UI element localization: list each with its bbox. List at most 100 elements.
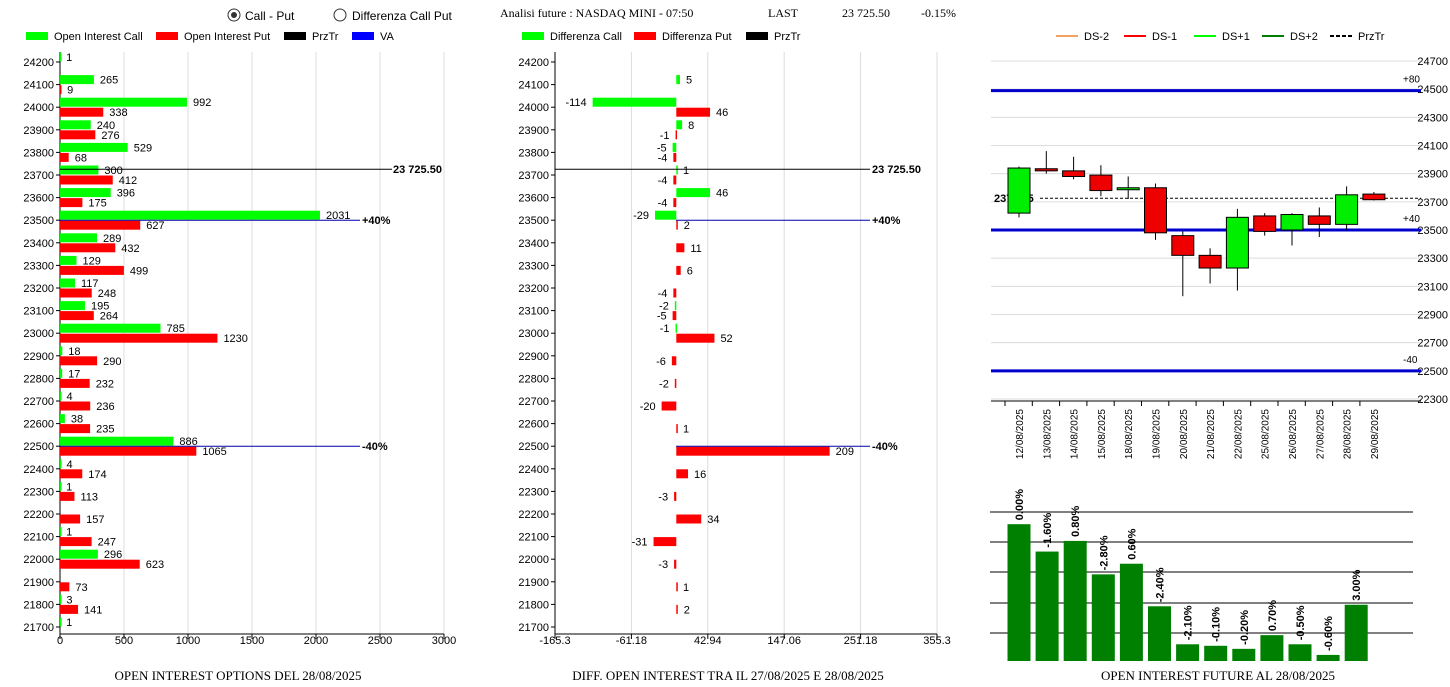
y-tick-label: 23500: [518, 215, 549, 227]
bar: [60, 469, 83, 479]
y-tick-label: 21900: [23, 577, 54, 589]
y-tick-label: 22500: [518, 441, 549, 453]
bar: [673, 198, 677, 208]
bar: [60, 323, 161, 333]
bar: [60, 142, 128, 152]
data-label: 412: [119, 175, 137, 187]
va-label: +40%: [872, 215, 901, 227]
y-tick-label: 23500: [1417, 225, 1448, 237]
footer-2: DIFF. OPEN INTEREST TRA IL 27/08/2025 E …: [572, 668, 883, 683]
bar: [60, 559, 140, 569]
data-label: 300: [104, 165, 122, 177]
x-tick-label: 3000: [432, 635, 456, 647]
data-label: -29: [633, 210, 649, 222]
bar: [60, 188, 111, 198]
data-label: -114: [565, 97, 586, 109]
y-tick-label: 23800: [23, 147, 54, 159]
y-tick-label: 22700: [1417, 338, 1448, 350]
data-label: 338: [109, 107, 127, 119]
bar: [676, 582, 678, 592]
y-tick-label: 24100: [518, 80, 549, 92]
y-tick-label: 23400: [23, 238, 54, 250]
legend-label: Open Interest Put: [184, 31, 270, 43]
y-tick-label: 22200: [23, 509, 54, 521]
przTr-label: 23 725.50: [393, 164, 442, 176]
data-label: 8: [688, 120, 694, 132]
data-label: 1065: [202, 446, 226, 458]
data-label: 46: [716, 188, 728, 200]
legend-label: PrzTr: [1358, 31, 1385, 43]
footer-3: OPEN INTEREST FUTURE AL 28/08/2025: [1101, 668, 1335, 683]
y-tick-label: 23000: [518, 328, 549, 340]
bar: [60, 527, 62, 537]
y-tick-label: 21700: [518, 622, 549, 634]
data-label: -0.10%: [1211, 607, 1223, 642]
data-label: -4: [658, 175, 668, 187]
bar: [60, 311, 94, 321]
bar: [1232, 648, 1256, 661]
data-label: -4: [658, 198, 668, 210]
y-tick-label: 22300: [23, 486, 54, 498]
radio-differenza[interactable]: [333, 8, 347, 22]
bar: [60, 288, 92, 298]
bar: [60, 85, 62, 95]
bar: [676, 243, 685, 253]
legend-label: Open Interest Call: [54, 31, 143, 43]
data-label: 0.70%: [1267, 600, 1279, 631]
data-label: -4: [658, 152, 668, 164]
y-tick-label: 23600: [23, 193, 54, 205]
data-label: 1: [683, 424, 689, 436]
data-label: 627: [146, 220, 164, 232]
bar: [60, 130, 96, 140]
data-label: 11: [690, 243, 701, 255]
bar: [653, 537, 677, 547]
data-label: 46: [716, 107, 728, 119]
bar: [1316, 654, 1340, 661]
legend-label: VA: [380, 31, 395, 43]
y-tick-label: 22000: [518, 554, 549, 566]
y-tick-label: 24200: [518, 57, 549, 69]
data-label: -2.10%: [1183, 605, 1195, 640]
bar: [676, 188, 711, 198]
bar: [676, 514, 702, 524]
data-label: 5: [686, 75, 692, 87]
data-label: 16: [694, 469, 706, 481]
data-label: 73: [75, 582, 87, 594]
y-tick-label: 22300: [518, 486, 549, 498]
data-label: 290: [103, 356, 121, 368]
y-tick-label: 23000: [23, 328, 54, 340]
data-label: 175: [88, 198, 106, 210]
bar: [60, 549, 98, 559]
candle-body: [1089, 174, 1113, 192]
x-tick-label: 355.3: [923, 635, 951, 647]
legend-label: DS+1: [1222, 31, 1250, 43]
bar: [1007, 524, 1031, 661]
data-label: 2: [684, 604, 690, 616]
y-tick-label: 23300: [518, 260, 549, 272]
legend-swatch: [284, 32, 306, 40]
bar: [60, 436, 174, 446]
bar: [675, 130, 678, 140]
data-label: -2: [659, 301, 669, 313]
x-tick-label: 28/08/2025: [1343, 409, 1354, 459]
data-label: 289: [103, 233, 121, 245]
data-label: -1: [660, 323, 670, 335]
bar: [60, 604, 79, 614]
bar: [60, 491, 75, 501]
y-tick-label: 22800: [23, 373, 54, 385]
x-tick-label: 42.94: [694, 635, 722, 647]
x-tick-label: 19/08/2025: [1152, 409, 1163, 459]
y-tick-label: 23100: [1417, 281, 1448, 293]
bar: [1260, 635, 1284, 661]
bar: [676, 469, 689, 479]
level-label: +80: [1403, 75, 1420, 86]
footer-1: OPEN INTEREST OPTIONS DEL 28/08/2025: [115, 668, 362, 683]
data-label: 117: [81, 278, 99, 290]
data-label: 209: [836, 446, 854, 458]
data-label: 240: [97, 120, 115, 132]
bar: [60, 210, 320, 220]
x-tick-label: 25/08/2025: [1261, 409, 1272, 459]
x-tick-label: 22/08/2025: [1233, 409, 1244, 459]
y-tick-label: 24300: [1417, 112, 1448, 124]
